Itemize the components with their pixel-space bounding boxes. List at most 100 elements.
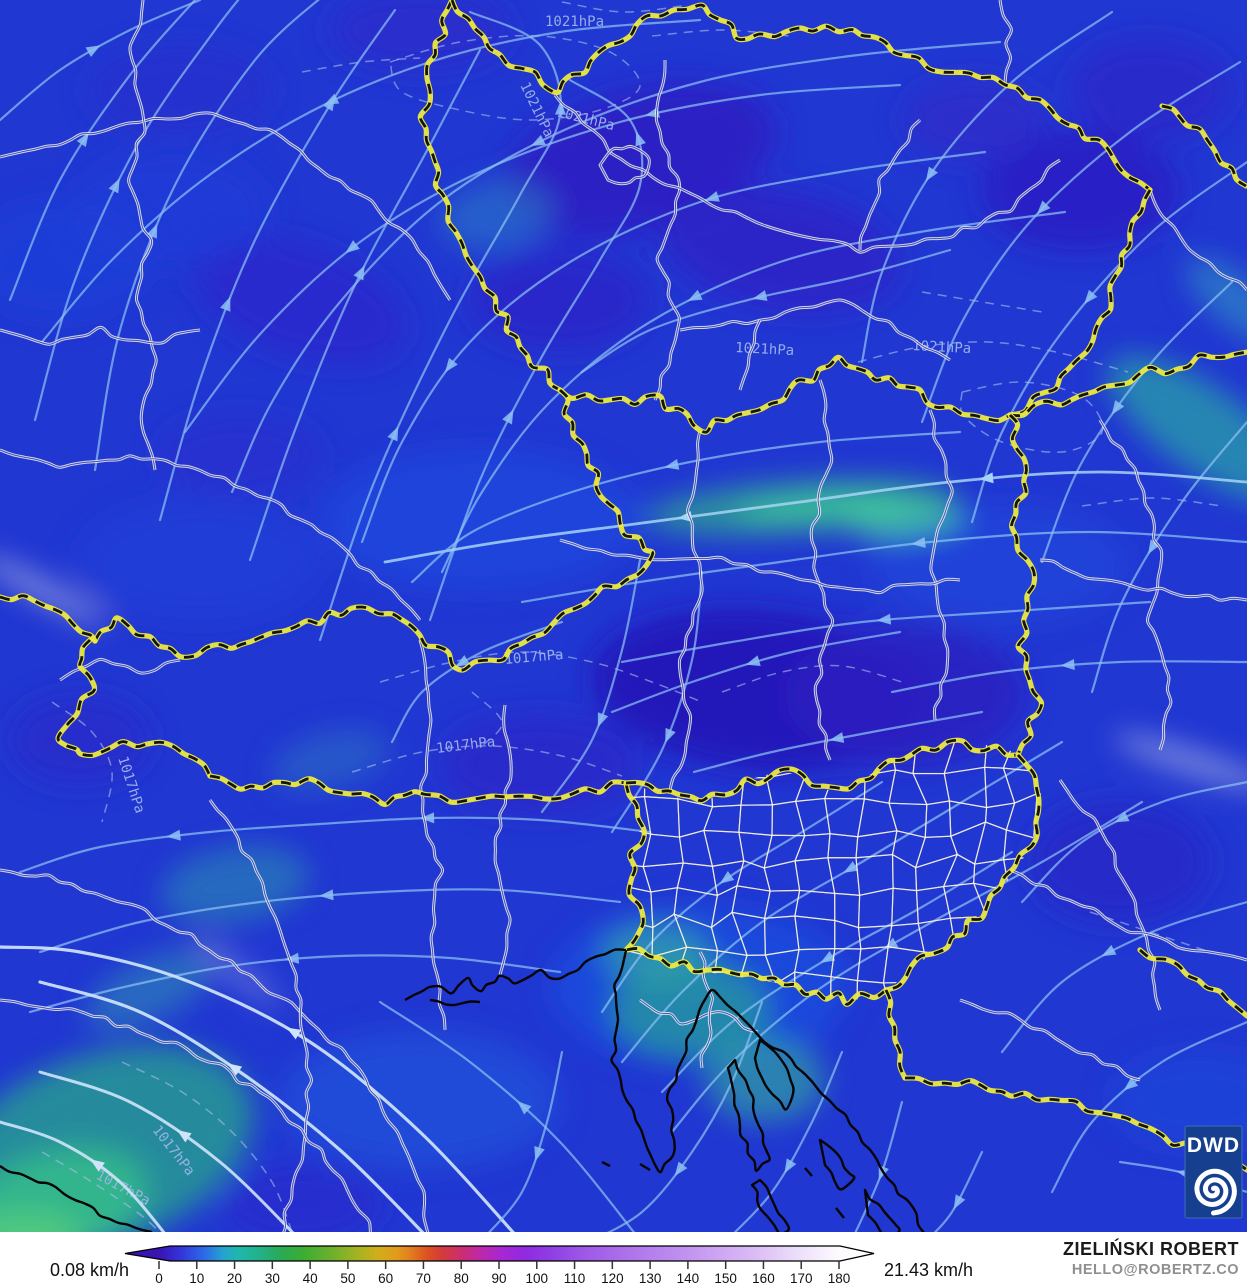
attribution-email: HELLO@ROBERTZ.CO xyxy=(1071,1262,1239,1278)
isobar-line xyxy=(51,701,113,823)
streamline xyxy=(410,430,962,584)
coastline xyxy=(753,1038,795,1111)
national-border xyxy=(624,782,646,951)
wind-speed-patch xyxy=(705,1038,825,1122)
legend-tick-label: 20 xyxy=(227,1271,242,1286)
wind-speed-field xyxy=(0,0,1247,1232)
legend-tick-label: 130 xyxy=(639,1271,662,1286)
regional-borders xyxy=(0,0,1247,1232)
regional-border xyxy=(959,999,1141,1081)
streamline-arrow-icon xyxy=(704,191,720,202)
streamline-arrow-icon xyxy=(1084,289,1098,305)
legend-tick-label: 80 xyxy=(454,1271,469,1286)
streamline xyxy=(733,1050,844,1232)
legend-tick-label: 60 xyxy=(378,1271,393,1286)
dwd-logo-text: DWD xyxy=(1187,1134,1240,1157)
regional-border xyxy=(999,0,1012,86)
wind-speed-patch xyxy=(271,728,389,792)
regional-border xyxy=(639,999,759,1033)
streamline-arrow-icon xyxy=(319,889,334,901)
regional-border xyxy=(669,429,703,791)
legend-tick-label: 120 xyxy=(601,1271,624,1286)
streamline xyxy=(970,160,1247,524)
streamline-arrow-icon xyxy=(635,131,646,147)
wind-speed-patch xyxy=(90,45,270,135)
national-border xyxy=(450,0,1151,192)
streamline-arrow-icon xyxy=(953,1194,966,1210)
streamline-arrow-icon xyxy=(843,861,859,873)
mesh-cell xyxy=(1003,829,1043,861)
isobar-line xyxy=(651,29,791,37)
streamline-arrow-icon xyxy=(444,357,458,373)
wind-speed-patch xyxy=(280,1030,560,1170)
pressure-label: 1021hPa xyxy=(545,14,604,30)
regional-border xyxy=(859,119,921,251)
mesh-cell xyxy=(856,979,895,1000)
attribution-name: ZIELIŃSKI ROBERT xyxy=(1062,1239,1239,1259)
regional-border xyxy=(739,319,761,391)
streamline-arrow-icon xyxy=(979,472,994,484)
regional-border xyxy=(559,539,961,594)
streamline xyxy=(692,710,984,774)
legend-tick-label: 10 xyxy=(189,1271,204,1286)
streamline-arrow-icon xyxy=(286,1027,302,1040)
streamline-arrow-icon xyxy=(784,1158,797,1174)
legend-tick-label: 100 xyxy=(526,1271,549,1286)
isobar-line xyxy=(379,651,703,703)
wind-speed-patch xyxy=(160,845,310,925)
legend-footer: 0 10 20 30 40 50 60 70 80 90 100 110 120 130 140 150 160… xyxy=(0,1232,1247,1287)
isobar-line xyxy=(121,1061,293,1232)
streamline xyxy=(318,10,562,642)
coastline xyxy=(0,1164,153,1232)
streamline xyxy=(520,530,1247,604)
national-border xyxy=(1139,948,1247,1018)
coastline xyxy=(741,1017,925,1232)
streamline-arrow-icon xyxy=(925,166,939,182)
wind-speed-patch xyxy=(0,1146,148,1232)
streamline xyxy=(0,945,515,1232)
regional-border xyxy=(1039,559,1247,601)
streamline-arrow-icon xyxy=(517,1101,532,1115)
legend-max-label: 21.43 km/h xyxy=(884,1260,974,1280)
streamline-arrow-icon xyxy=(455,655,470,667)
wind-speed-patch xyxy=(845,501,965,539)
legend-tick-label: 150 xyxy=(714,1271,737,1286)
regional-border xyxy=(0,999,371,1232)
streamline-arrow-icon xyxy=(324,93,340,105)
legend-tick-label: 180 xyxy=(828,1271,851,1286)
streamline-arrow-icon xyxy=(752,290,768,301)
streamline-arrow-icon xyxy=(1148,539,1161,555)
streamline-arrow-icon xyxy=(554,100,566,115)
regional-border xyxy=(810,379,834,761)
isobar-line xyxy=(1081,497,1223,507)
streamline-arrow-icon xyxy=(674,1161,688,1177)
streamline-arrow-icon xyxy=(597,712,609,728)
streamline xyxy=(40,18,702,344)
wind-speed-patch xyxy=(0,1210,84,1232)
streamline-arrow-icon xyxy=(387,426,399,442)
regional-border xyxy=(554,94,1061,253)
coastline xyxy=(404,948,627,1002)
streamline xyxy=(38,980,425,1232)
legend-tick-label: 110 xyxy=(564,1271,586,1286)
legend-tick-label: 160 xyxy=(752,1271,775,1286)
streamline xyxy=(440,210,1067,574)
streamline xyxy=(933,1150,984,1232)
streamline xyxy=(620,740,1064,1064)
regional-border xyxy=(1099,419,1172,751)
regional-border xyxy=(599,145,650,185)
streamline xyxy=(33,0,240,422)
wind-speed-legend: 0 10 20 30 40 50 60 70 80 90 100 110 120 130 140 150 160… xyxy=(124,1245,875,1286)
wind-speed-patch xyxy=(220,1165,380,1232)
isobar-line xyxy=(351,745,623,777)
national-border xyxy=(1161,104,1247,188)
wind-speed-patch xyxy=(980,130,1180,250)
regional-border xyxy=(0,449,421,621)
streamline xyxy=(428,78,644,622)
streamline-arrow-icon xyxy=(530,134,546,147)
legend-min-label: 0.08 km/h xyxy=(50,1260,130,1280)
coastline xyxy=(818,1138,856,1191)
coastline xyxy=(804,1167,813,1177)
